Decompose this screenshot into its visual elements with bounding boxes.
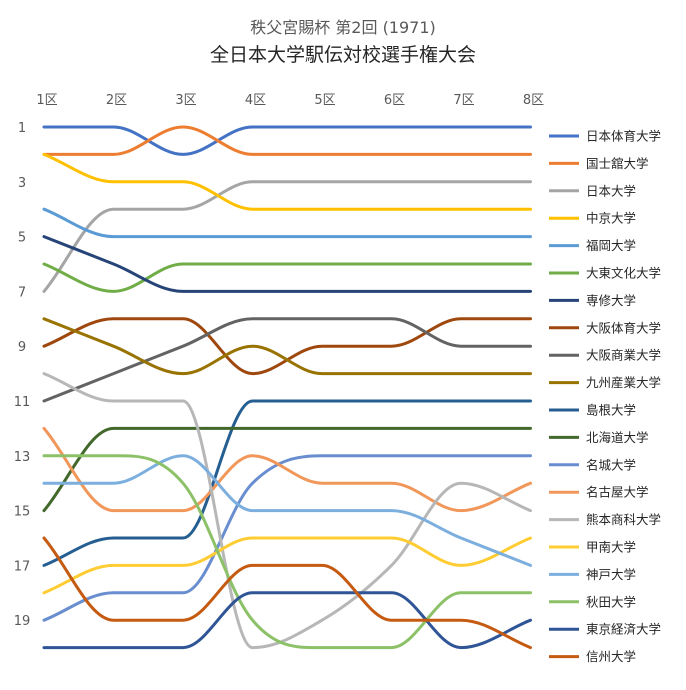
legend-label: 東京経済大学 xyxy=(586,622,661,637)
series-lines xyxy=(42,125,532,650)
y-tick-label: 3 xyxy=(18,176,26,191)
series-line-6 xyxy=(42,262,532,293)
legend-label: 福岡大学 xyxy=(586,238,636,253)
series-line-9 xyxy=(42,317,532,403)
legend-label: 大阪体育大学 xyxy=(586,320,661,335)
series-line-20 xyxy=(42,536,532,650)
x-tick-label: 3区 xyxy=(175,93,196,108)
series-line-13 xyxy=(42,454,532,622)
y-tick-label: 7 xyxy=(18,285,26,300)
series-line-19 xyxy=(42,591,532,650)
legend-label: 大東文化大学 xyxy=(586,266,661,281)
y-tick-label: 11 xyxy=(14,395,31,410)
legend-label: 日本体育大学 xyxy=(586,129,661,144)
series-line-11 xyxy=(42,399,532,567)
legend-label: 九州産業大学 xyxy=(586,375,661,390)
x-tick-label: 4区 xyxy=(245,93,266,108)
legend-label: 名城大学 xyxy=(586,457,636,472)
y-tick-label: 15 xyxy=(14,505,31,520)
legend-label: 名古屋大学 xyxy=(586,485,649,500)
legend-label: 日本大学 xyxy=(586,183,636,198)
chart-title: 秩父宮賜杯 第2回 (1971) xyxy=(250,18,436,37)
legend-label: 島根大学 xyxy=(586,403,636,418)
y-tick-label: 19 xyxy=(14,614,31,629)
series-line-12 xyxy=(42,426,532,513)
series-line-2 xyxy=(42,125,532,156)
x-tick-label: 8区 xyxy=(523,93,544,108)
y-tick-label: 17 xyxy=(14,559,31,574)
x-tick-label: 5区 xyxy=(314,93,335,108)
series-line-8 xyxy=(42,317,532,376)
series-line-3 xyxy=(42,180,532,293)
series-line-1 xyxy=(42,125,532,156)
series-line-5 xyxy=(42,207,532,239)
series-line-15 xyxy=(42,372,532,650)
legend-label: 大阪商業大学 xyxy=(586,348,661,363)
y-tick-label: 9 xyxy=(18,340,26,355)
legend-label: 専修大学 xyxy=(586,293,636,308)
y-tick-label: 13 xyxy=(14,450,31,465)
x-axis-ticks: 1区 2区 3区 4区 5区 6区 7区 8区 xyxy=(36,93,544,108)
y-tick-label: 1 xyxy=(18,121,26,136)
y-tick-label: 5 xyxy=(18,231,26,246)
series-line-14 xyxy=(42,426,532,513)
x-tick-label: 6区 xyxy=(384,93,405,108)
chart-subtitle: 全日本大学駅伝対校選手権大会 xyxy=(210,44,476,66)
series-line-18 xyxy=(42,454,532,650)
legend-label: 国士舘大学 xyxy=(586,156,649,171)
series-line-10 xyxy=(42,317,532,376)
legend-label: 神戸大学 xyxy=(586,567,636,582)
legend-label: 信州大学 xyxy=(586,649,636,664)
x-tick-label: 7区 xyxy=(453,93,474,108)
x-tick-label: 2区 xyxy=(106,93,127,108)
legend-label: 熊本商科大学 xyxy=(586,512,661,527)
legend-label: 秋田大学 xyxy=(586,594,636,609)
x-tick-label: 1区 xyxy=(36,93,57,108)
series-line-7 xyxy=(42,235,532,293)
legend-label: 甲南大学 xyxy=(586,540,636,555)
series-line-16 xyxy=(42,536,532,595)
series-line-4 xyxy=(42,152,532,211)
series-line-17 xyxy=(42,454,532,567)
legend: 日本体育大学国士舘大学日本大学中京大学福岡大学大東文化大学専修大学大阪体育大学大… xyxy=(549,129,661,664)
legend-label: 中京大学 xyxy=(586,211,636,226)
legend-label: 北海道大学 xyxy=(586,430,649,445)
